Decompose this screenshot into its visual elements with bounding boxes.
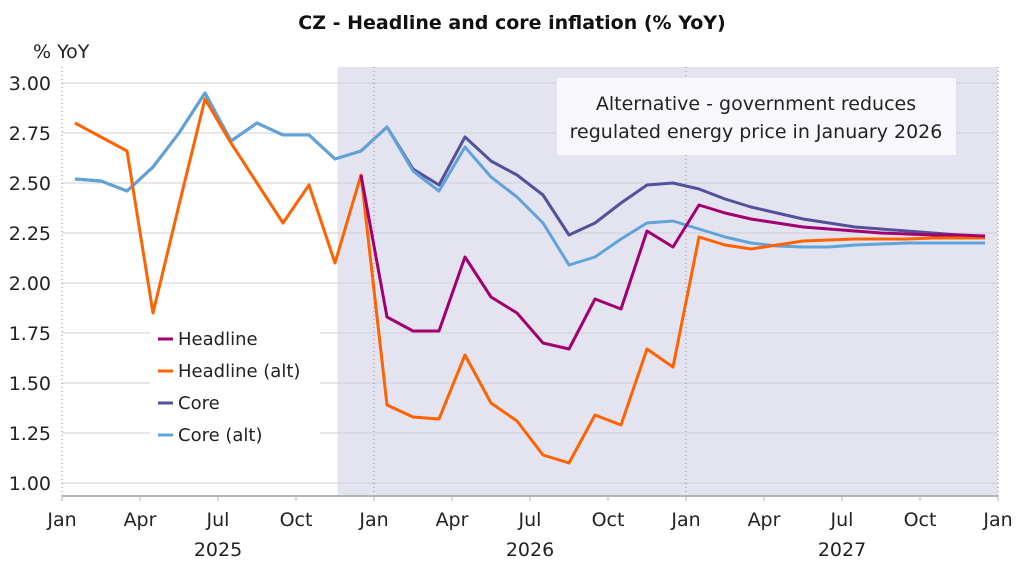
annotation-box: Alternative - government reduces regulat…	[557, 78, 956, 155]
legend-label: Core	[178, 393, 220, 414]
legend-label: Headline	[178, 329, 258, 350]
x-tick-label: Jan	[670, 509, 700, 531]
x-tick-label: Jan	[358, 509, 388, 531]
x-tick-label: Jul	[206, 509, 230, 531]
x-tick-label: Apr	[124, 509, 157, 531]
x-tick-label: Jan	[982, 509, 1012, 531]
legend: Headline Headline (alt) Core Core (alt)	[150, 322, 320, 450]
chart-title: CZ - Headline and core inflation (% YoY)	[298, 12, 725, 34]
x-tick-label: Oct	[280, 509, 313, 531]
y-tick-label: 1.75	[9, 323, 51, 345]
y-tick-label: 2.25	[9, 223, 51, 245]
y-axis-label: % YoY	[33, 41, 90, 63]
annotation-background	[557, 78, 956, 155]
y-tick-label: 3.00	[9, 73, 51, 95]
y-tick-label: 1.00	[9, 473, 51, 495]
y-ticks: 3.00 2.75 2.50 2.25 2.00 1.75 1.50 1.25 1.00	[9, 73, 51, 495]
y-tick-label: 2.75	[9, 123, 51, 145]
series-headline-alt	[74, 97, 986, 465]
x-tick-label: Apr	[748, 509, 781, 531]
year-label: 2025	[194, 539, 242, 561]
y-tick-label: 2.00	[9, 273, 51, 295]
year-label: 2027	[818, 539, 866, 561]
y-tick-label: 2.50	[9, 173, 51, 195]
series-layer	[74, 91, 986, 465]
series-headline-alt-line	[74, 97, 985, 465]
x-tick-label: Jul	[518, 509, 542, 531]
year-label: 2026	[506, 539, 554, 561]
annotation-line-1: Alternative - government reduces	[596, 93, 916, 115]
x-tick-label: Oct	[904, 509, 937, 531]
x-tick-label: Apr	[436, 509, 469, 531]
y-tick-label: 1.50	[9, 373, 51, 395]
x-tick-label: Oct	[592, 509, 625, 531]
legend-background	[150, 322, 320, 450]
series-headline	[359, 174, 986, 351]
x-ticks: Jan Apr Jul Oct Jan Apr Jul Oct Jan Apr Jul Oct Jan 2…	[46, 495, 1013, 561]
x-tick-label: Jan	[46, 509, 76, 531]
x-tick-label: Jul	[830, 509, 854, 531]
legend-label: Headline (alt)	[178, 361, 300, 382]
y-tick-label: 1.25	[9, 423, 51, 445]
legend-label: Core (alt)	[178, 425, 263, 446]
annotation-line-2: regulated energy price in January 2026	[570, 121, 943, 143]
